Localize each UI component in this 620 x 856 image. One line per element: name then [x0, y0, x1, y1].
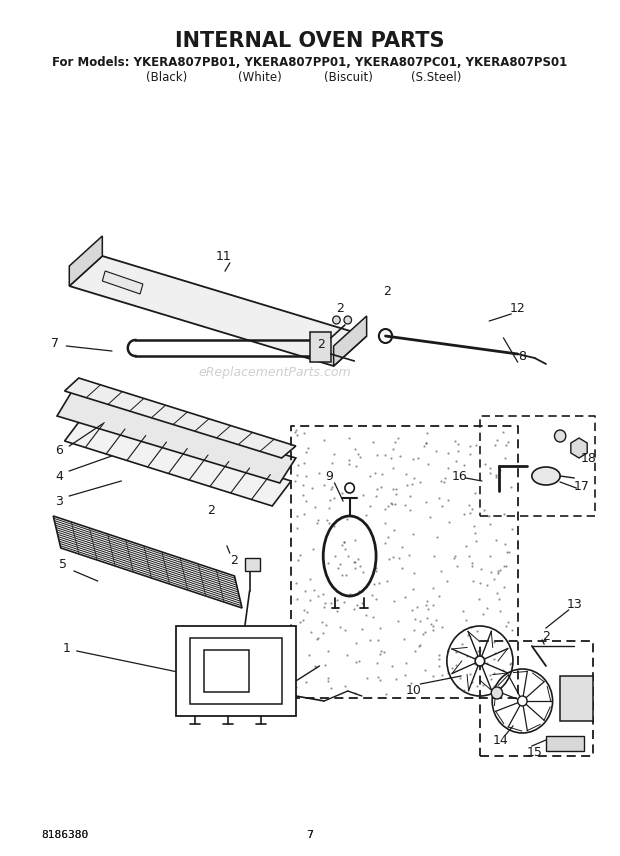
Text: 6: 6 — [55, 443, 63, 456]
Polygon shape — [53, 516, 242, 608]
Circle shape — [345, 483, 355, 493]
Text: 2: 2 — [317, 337, 326, 350]
Text: 8186380: 8186380 — [41, 829, 88, 840]
Polygon shape — [310, 332, 330, 362]
Text: 15: 15 — [527, 746, 542, 759]
Text: 5: 5 — [59, 557, 67, 570]
Polygon shape — [560, 676, 593, 721]
Polygon shape — [546, 736, 584, 751]
Polygon shape — [334, 316, 366, 366]
Polygon shape — [57, 391, 296, 483]
Text: 9: 9 — [325, 469, 333, 483]
Text: 2: 2 — [383, 284, 391, 298]
Text: (Black): (Black) — [146, 70, 187, 84]
Text: 12: 12 — [510, 301, 526, 314]
Text: (White): (White) — [238, 70, 282, 84]
Circle shape — [554, 430, 566, 442]
Text: 10: 10 — [406, 685, 422, 698]
Text: 2: 2 — [207, 504, 215, 518]
Text: (Biscuit): (Biscuit) — [324, 70, 373, 84]
Polygon shape — [64, 378, 296, 458]
Text: 8: 8 — [518, 349, 526, 362]
Polygon shape — [69, 256, 366, 366]
Text: INTERNAL OVEN PARTS: INTERNAL OVEN PARTS — [175, 31, 445, 51]
Text: eReplacementParts.com: eReplacementParts.com — [198, 366, 351, 379]
Text: (S.Steel): (S.Steel) — [410, 70, 461, 84]
Text: 1: 1 — [63, 641, 71, 655]
Text: 8186380: 8186380 — [41, 829, 88, 840]
Polygon shape — [69, 236, 102, 286]
Text: 7: 7 — [306, 829, 314, 840]
Circle shape — [333, 316, 340, 324]
Text: For Models: YKERA807PB01, YKERA807PP01, YKERA807PC01, YKERA807PS01: For Models: YKERA807PB01, YKERA807PP01, … — [52, 56, 568, 69]
Text: 17: 17 — [574, 479, 590, 492]
Text: 14: 14 — [493, 734, 508, 747]
Polygon shape — [190, 638, 281, 704]
Text: 2: 2 — [336, 301, 344, 314]
Text: 7: 7 — [51, 336, 59, 349]
Polygon shape — [64, 416, 291, 506]
Text: 7: 7 — [306, 829, 314, 840]
Polygon shape — [245, 558, 260, 571]
Text: 3: 3 — [55, 495, 63, 508]
Text: 11: 11 — [215, 249, 231, 263]
Text: 4: 4 — [55, 469, 63, 483]
Circle shape — [491, 687, 503, 699]
Circle shape — [518, 696, 527, 706]
Polygon shape — [204, 650, 249, 692]
Circle shape — [344, 316, 352, 324]
Circle shape — [475, 656, 485, 666]
Ellipse shape — [532, 467, 560, 485]
Text: 2: 2 — [231, 555, 239, 568]
Polygon shape — [102, 271, 143, 294]
Text: 18: 18 — [580, 451, 596, 465]
Text: 16: 16 — [451, 469, 467, 483]
Polygon shape — [176, 626, 296, 716]
Text: 2: 2 — [542, 629, 550, 643]
Text: 13: 13 — [567, 597, 582, 610]
